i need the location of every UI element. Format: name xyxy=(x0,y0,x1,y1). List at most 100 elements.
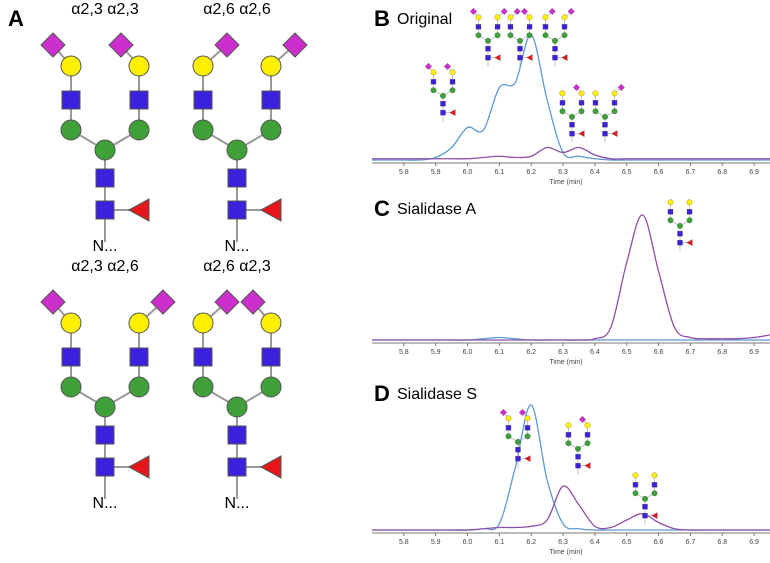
fucose xyxy=(561,54,568,61)
linkage-label: α2,3 α2,3 xyxy=(71,1,139,18)
x-tick-label: 6.2 xyxy=(526,539,536,546)
x-axis-label: Time (min) xyxy=(549,179,582,186)
mannose xyxy=(430,87,437,94)
mannose xyxy=(542,32,549,39)
glcnac xyxy=(440,109,446,116)
sialic-acid xyxy=(240,289,266,315)
x-tick-label: 6.2 xyxy=(526,349,536,356)
fucose xyxy=(259,455,282,479)
reducing-end: N... xyxy=(225,495,250,512)
x-tick-label: 6.2 xyxy=(526,169,536,176)
chromatogram-line xyxy=(371,485,770,531)
panel-letter: A xyxy=(8,6,24,31)
mannose xyxy=(632,490,639,497)
x-tick-label: 6.9 xyxy=(749,349,759,356)
glcnac xyxy=(494,24,501,30)
mannose xyxy=(584,440,591,447)
sialic-acid xyxy=(548,7,556,15)
glycan xyxy=(424,62,456,122)
glcnac xyxy=(227,168,247,188)
glcnac xyxy=(517,46,523,52)
mannose xyxy=(642,495,648,502)
x-tick-label: 6.3 xyxy=(558,349,568,356)
mannose xyxy=(128,119,150,141)
mannose xyxy=(260,376,282,398)
galactose xyxy=(192,312,214,334)
linkage-label: α2,3 α2,6 xyxy=(71,258,139,275)
sialic-acid xyxy=(578,415,587,423)
mannose xyxy=(526,32,533,39)
glcnac xyxy=(261,347,281,367)
sialic-acid xyxy=(150,289,176,315)
mannose xyxy=(94,396,116,418)
glcnac xyxy=(602,122,608,128)
panel-letter: C xyxy=(374,196,390,221)
glcnac xyxy=(95,200,115,220)
glcnac xyxy=(449,79,456,85)
glcnac xyxy=(227,425,247,445)
panel-title: Sialidase S xyxy=(397,386,477,403)
sialic-acid xyxy=(499,408,507,416)
fucose xyxy=(584,462,591,469)
mannose xyxy=(677,222,683,229)
mannose xyxy=(524,433,531,440)
glcnac xyxy=(485,46,491,52)
glcnac xyxy=(95,168,115,188)
glcnac xyxy=(632,482,639,488)
mannose xyxy=(494,32,501,39)
x-tick-label: 6.4 xyxy=(590,169,600,176)
galactose xyxy=(565,422,572,429)
sialic-acid xyxy=(443,62,452,70)
glcnac xyxy=(677,231,683,237)
x-tick-label: 6.1 xyxy=(494,349,504,356)
galactose xyxy=(260,312,282,334)
glcnac xyxy=(565,432,572,438)
x-tick-label: 6.7 xyxy=(686,539,696,546)
chromatogram-line xyxy=(372,214,770,341)
x-tick-label: 6.8 xyxy=(717,539,727,546)
fucose xyxy=(578,130,585,137)
mannose xyxy=(192,119,214,141)
glcnac xyxy=(575,454,581,460)
galactose xyxy=(578,90,585,97)
mannose xyxy=(611,108,618,115)
glcnac xyxy=(515,447,521,453)
glcnac xyxy=(552,46,558,52)
mannose xyxy=(440,92,446,99)
sialic-acid xyxy=(214,32,240,58)
sialic-acid xyxy=(572,83,581,91)
glycan xyxy=(592,83,625,143)
x-tick-label: 6.0 xyxy=(463,349,473,356)
mannose xyxy=(602,113,608,120)
glycan xyxy=(507,7,533,67)
fucose xyxy=(127,455,150,479)
glcnac xyxy=(584,432,591,438)
x-tick-label: 6.5 xyxy=(622,349,632,356)
glcnac xyxy=(485,54,491,61)
galactose xyxy=(192,55,214,77)
glcnac xyxy=(524,425,531,431)
glcnac xyxy=(129,90,149,110)
glycan xyxy=(632,472,658,525)
x-tick-label: 6.7 xyxy=(686,349,696,356)
panel-letter: B xyxy=(374,6,390,31)
glcnac xyxy=(261,90,281,110)
sialic-acid xyxy=(282,32,308,58)
x-tick-label: 6.9 xyxy=(749,169,759,176)
mannose xyxy=(507,32,514,39)
fucose xyxy=(526,54,533,61)
mannose xyxy=(94,139,116,161)
reducing-end: N... xyxy=(225,238,250,255)
mannose xyxy=(561,32,568,39)
sialic-acid xyxy=(500,7,508,15)
mannose xyxy=(592,108,599,115)
panel-title: Original xyxy=(397,11,452,28)
fucose xyxy=(127,198,150,222)
x-tick-label: 6.5 xyxy=(622,169,632,176)
sialic-acid xyxy=(469,7,477,15)
galactose xyxy=(128,312,150,334)
galactose xyxy=(526,14,533,21)
galactose xyxy=(542,14,549,21)
chromatogram-line xyxy=(371,404,770,531)
glycan xyxy=(192,289,282,499)
